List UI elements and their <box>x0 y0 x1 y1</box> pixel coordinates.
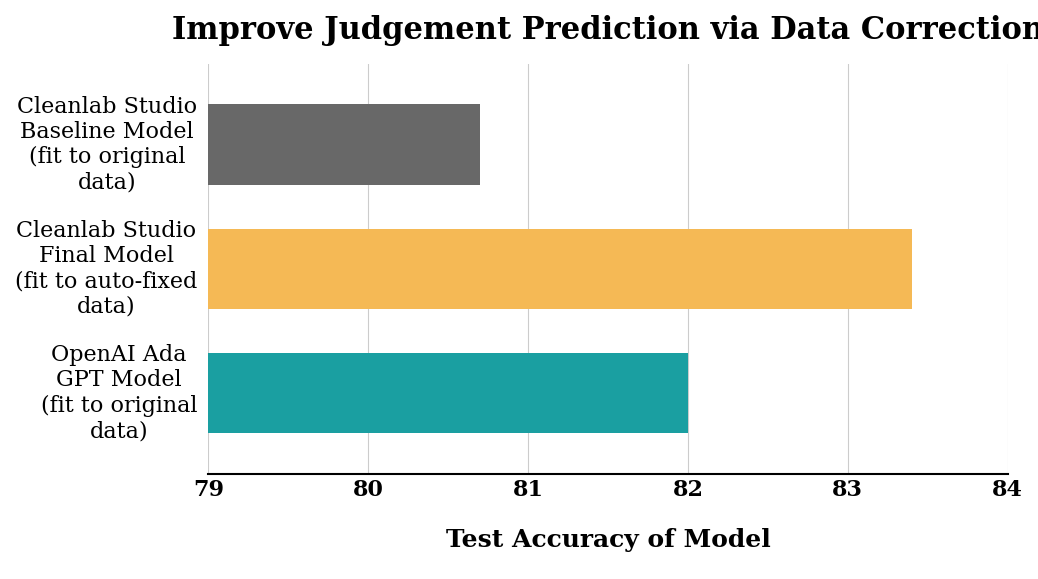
Bar <box>209 353 688 434</box>
Bar <box>209 229 911 309</box>
Bar <box>209 104 481 185</box>
X-axis label: Test Accuracy of Model: Test Accuracy of Model <box>445 529 770 552</box>
Title: Improve Judgement Prediction via Data Correction: Improve Judgement Prediction via Data Co… <box>172 15 1038 46</box>
